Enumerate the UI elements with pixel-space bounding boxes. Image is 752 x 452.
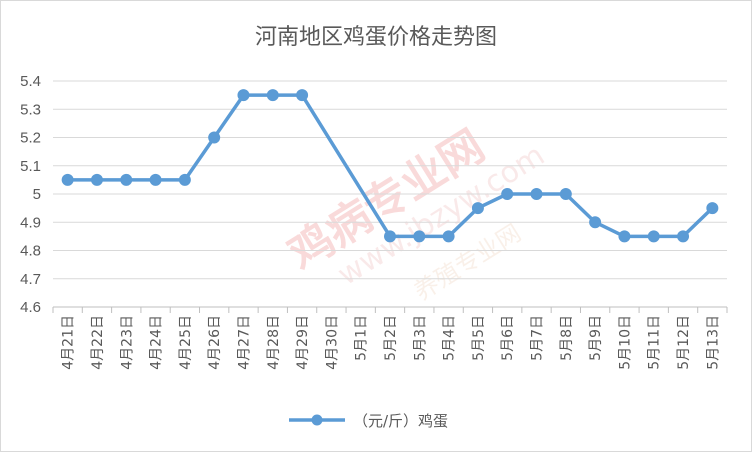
chart-title: 河南地区鸡蛋价格走势图 [255, 25, 497, 50]
x-tick-label: 5月10日 [617, 315, 633, 370]
data-point [501, 188, 514, 200]
data-point [90, 173, 103, 186]
gridlines [53, 80, 727, 308]
x-tick-label: 4月26日 [207, 315, 223, 370]
legend-label: （元/斤）鸡蛋 [353, 412, 448, 430]
y-tick-label: 4.6 [20, 299, 41, 316]
x-tick-label: 5月7日 [530, 315, 546, 361]
watermark: 鸡病专业网 www.jbzyw.com 养殖专业网 [280, 120, 551, 306]
y-tick-label: 4.9 [20, 214, 41, 231]
x-tick-label: 4月22日 [90, 315, 106, 370]
x-tick-label: 4月30日 [324, 315, 340, 370]
x-tick-label: 5月3日 [412, 315, 428, 361]
axes: 4.6 4.7 4.8 4.9 5 5.1 5.2 5.3 5.4 4月21日 4月22日 4月23日… [20, 73, 728, 370]
x-tick-label: 5月13日 [705, 315, 721, 370]
x-tick-label: 5月6日 [500, 315, 516, 361]
legend-point-marker [311, 414, 323, 426]
y-tick-label: 5.3 [20, 101, 41, 118]
data-point [471, 202, 484, 215]
x-tick-label: 5月1日 [354, 315, 370, 361]
x-tick-label: 5月5日 [471, 315, 487, 361]
x-tick-label: 4月25日 [178, 315, 194, 370]
data-point [266, 89, 279, 102]
data-point [149, 173, 162, 186]
y-tick-label: 5.2 [20, 130, 41, 147]
data-point [677, 230, 690, 243]
x-tick-label: 5月9日 [588, 315, 604, 361]
y-tick-label: 5.1 [20, 158, 41, 175]
data-point [237, 89, 250, 102]
x-tick-label: 5月4日 [442, 315, 458, 361]
x-tick-label: 5月2日 [383, 315, 399, 361]
data-point [647, 230, 660, 243]
data-point [384, 230, 396, 243]
y-tick-label: 4.7 [20, 271, 41, 288]
data-point [208, 131, 221, 144]
data-point [559, 188, 572, 200]
data-series [61, 89, 719, 243]
x-tick-label: 4月29日 [295, 315, 311, 370]
y-tick-label: 4.8 [20, 243, 41, 260]
x-tick-label: 5月12日 [676, 315, 692, 370]
x-tick-label: 4月24日 [149, 315, 165, 370]
data-point [61, 173, 74, 186]
data-point [706, 202, 719, 215]
x-tick-label: 4月23日 [119, 315, 135, 370]
x-tick-label: 4月21日 [61, 315, 77, 370]
y-tick-label: 5 [33, 186, 41, 203]
x-tick-label: 5月8日 [559, 315, 575, 361]
data-point [442, 230, 455, 243]
data-point [413, 230, 426, 243]
data-point [296, 89, 309, 102]
x-tick-label: 5月11日 [647, 315, 663, 370]
data-point [589, 216, 602, 229]
data-point [530, 188, 543, 200]
y-tick-label: 5.4 [20, 73, 41, 90]
data-point [120, 173, 133, 186]
x-tick-label: 4月27日 [236, 315, 252, 370]
legend: （元/斤）鸡蛋 [289, 412, 448, 430]
x-tick-label: 4月28日 [266, 315, 282, 370]
data-point [178, 173, 191, 186]
data-point [618, 230, 631, 243]
